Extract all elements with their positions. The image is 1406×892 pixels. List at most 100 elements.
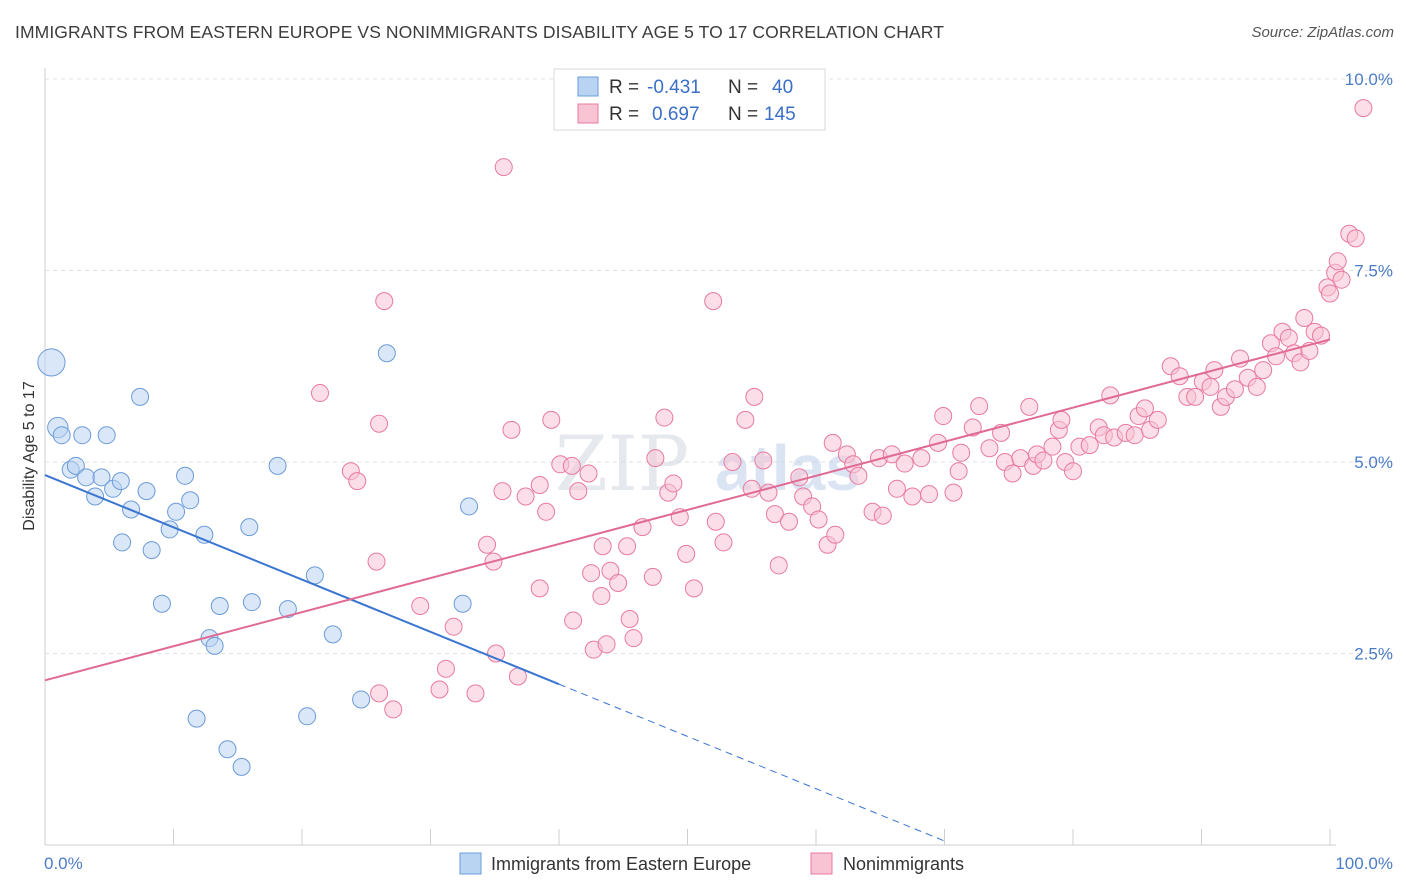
nonimmigrants-point (1125, 426, 1144, 445)
nonimmigrants-trend-line (44, 338, 1331, 682)
nonimmigrants-point (677, 544, 696, 563)
legend-swatch-pink (577, 103, 599, 124)
nonimmigrants-point (1003, 464, 1022, 483)
y-tick-label-7.5: 7.5% (1354, 262, 1393, 281)
legend-n-label-pink: N = (728, 104, 758, 125)
nonimmigrants-point (823, 433, 842, 452)
immigrants-point (278, 600, 297, 619)
immigrants-point (187, 709, 206, 728)
nonimmigrants-point (494, 158, 513, 177)
nonimmigrants-point (684, 579, 703, 598)
nonimmigrants-point (310, 384, 329, 403)
nonimmigrants-point (478, 535, 497, 554)
nonimmigrants-point (1321, 284, 1339, 303)
immigrants-point (181, 491, 200, 510)
nonimmigrants-point (790, 468, 809, 487)
nonimmigrants-point (980, 439, 999, 458)
immigrants-point (218, 740, 237, 759)
legend-r-value-pink: 0.697 (652, 104, 700, 125)
nonimmigrants-point (562, 456, 581, 475)
immigrants-point (453, 594, 472, 613)
nonimmigrants-point (849, 466, 868, 485)
nonimmigrants-point (1034, 451, 1053, 470)
nonimmigrants-point (367, 552, 386, 571)
immigrants-point (92, 468, 111, 487)
chart-title: IMMIGRANTS FROM EASTERN EUROPE VS NONIMM… (15, 22, 945, 42)
nonimmigrants-point (949, 462, 968, 481)
nonimmigrants-point (384, 700, 403, 719)
nonimmigrants-point (754, 451, 773, 470)
immigrants-point (298, 707, 317, 726)
immigrants-point (167, 502, 186, 521)
nonimmigrants-point (706, 512, 725, 531)
nonimmigrants-point (655, 408, 674, 427)
nonimmigrants-point (530, 475, 549, 494)
y-tick-label-5: 5.0% (1354, 453, 1393, 472)
nonimmigrants-point (1332, 270, 1351, 289)
nonimmigrants-point (1279, 328, 1298, 347)
immigrants-point (323, 625, 342, 644)
nonimmigrants-point (723, 453, 742, 471)
immigrants-point (268, 456, 287, 475)
nonimmigrants-point (1354, 99, 1373, 118)
nonimmigrants-point (1346, 229, 1365, 248)
nonimmigrants-point (582, 564, 601, 583)
top-legend: R = -0.431 N = 40 R = 0.697 N = 145 (553, 68, 826, 131)
bottom-legend-label-pink: Nonimmigrants (843, 854, 964, 874)
nonimmigrants-point (1080, 436, 1099, 455)
nonimmigrants-point (643, 567, 662, 586)
nonimmigrants-point (769, 556, 788, 575)
nonimmigrants-point (430, 680, 449, 699)
y-tick-label-10: 10.0% (1345, 70, 1393, 89)
immigrants-point (111, 472, 130, 491)
nonimmigrants-point (903, 487, 922, 506)
nonimmigrants-point (1020, 397, 1039, 416)
legend-n-label-blue: N = (728, 77, 758, 98)
x-tick-label-100: 100.0% (1335, 854, 1393, 873)
nonimmigrants-point (502, 420, 521, 439)
immigrants-point (176, 466, 195, 485)
nonimmigrants-point (952, 443, 971, 462)
nonimmigrants-point (887, 479, 906, 498)
immigrants-point (152, 594, 171, 613)
x-axis-ticks (173, 829, 1331, 845)
immigrants-point (37, 348, 66, 377)
nonimmigrants-point (780, 512, 799, 531)
nonimmigrants-point (1254, 361, 1273, 380)
immigrants-point (210, 597, 229, 616)
nonimmigrants-point (963, 418, 982, 437)
x-tick-label-0: 0.0% (44, 854, 83, 873)
nonimmigrants-point (664, 474, 683, 493)
y-axis-label: Disability Age 5 to 17 (21, 381, 38, 531)
legend-n-value-blue: 40 (772, 77, 793, 98)
y-tick-labels: 2.5% 5.0% 7.5% 10.0% (1345, 70, 1393, 664)
immigrants-point (377, 344, 396, 363)
nonimmigrants-point (466, 684, 485, 703)
nonimmigrants-point (920, 485, 939, 504)
nonimmigrants-point (593, 537, 612, 556)
nonimmigrants-point (564, 611, 583, 630)
nonimmigrants-point (873, 506, 892, 525)
nonimmigrants-point (970, 397, 989, 416)
top-legend-box (553, 68, 826, 131)
nonimmigrants-point (569, 482, 588, 501)
immigrants-point (460, 497, 479, 516)
legend-r-label-blue: R = (609, 77, 639, 98)
nonimmigrants-point (375, 292, 394, 311)
nonimmigrants-point (1247, 377, 1266, 396)
nonimmigrants-point (704, 292, 723, 311)
nonimmigrants-points (310, 99, 1373, 719)
nonimmigrants-point (1295, 308, 1314, 327)
nonimmigrants-point (1170, 367, 1189, 386)
immigrants-point (52, 426, 71, 445)
nonimmigrants-point (1328, 252, 1347, 271)
nonimmigrants-point (1052, 410, 1071, 429)
immigrants-point (242, 593, 261, 612)
nonimmigrants-point (618, 537, 637, 556)
nonimmigrants-point (714, 533, 733, 552)
nonimmigrants-point (592, 587, 611, 606)
legend-n-value-pink: 145 (764, 104, 796, 125)
immigrants-point (113, 533, 132, 552)
nonimmigrants-point (370, 414, 389, 433)
